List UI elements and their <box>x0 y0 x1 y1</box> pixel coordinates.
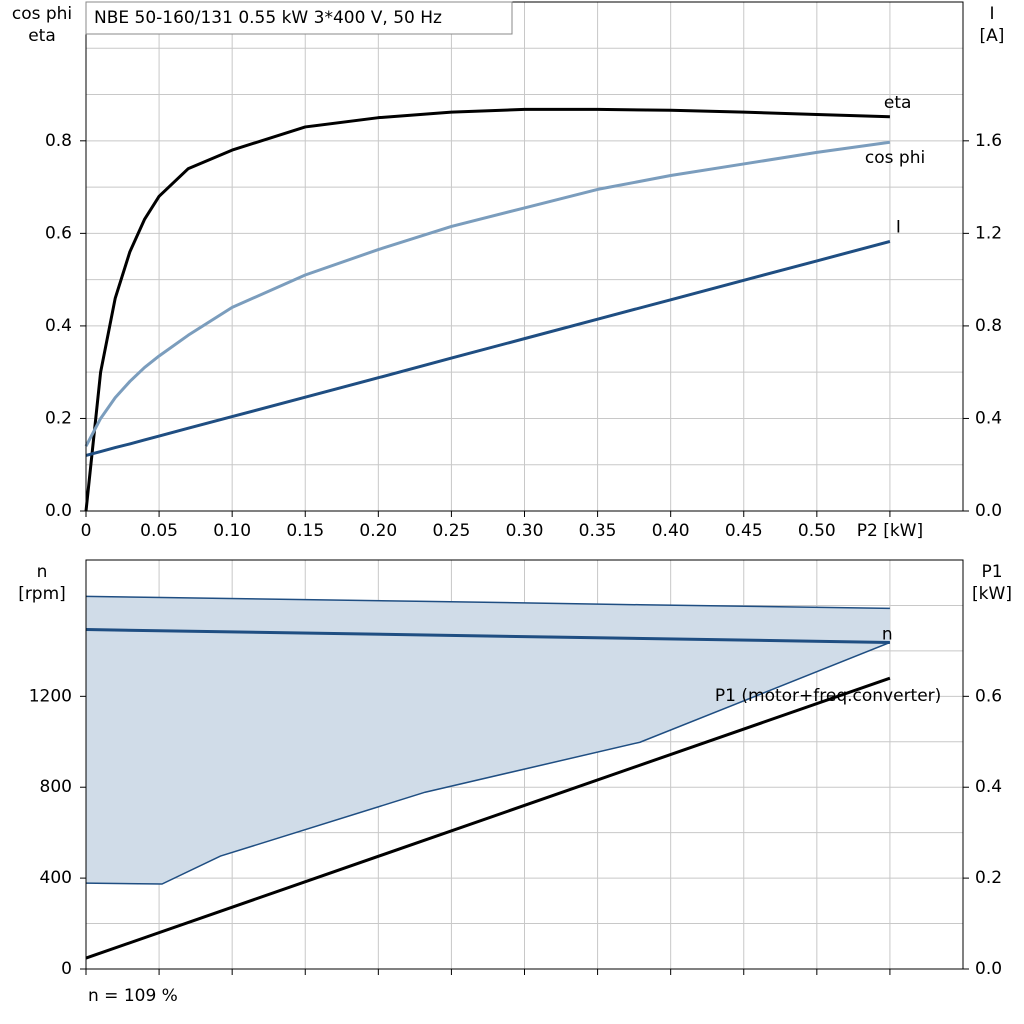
y-tick-label: 0.2 <box>45 408 72 428</box>
y-tick-label: 0.4 <box>45 316 72 336</box>
y-tick-label: 0.6 <box>45 223 72 243</box>
x-tick-label: 0.05 <box>140 521 178 541</box>
y-tick-label: 1200 <box>29 686 72 706</box>
y2-tick-label: 1.6 <box>975 131 1002 151</box>
y-axis-label: eta <box>28 26 56 46</box>
line <box>84 107 890 512</box>
range-upper <box>85 595 890 610</box>
footnote: n = 109 % <box>88 986 178 1006</box>
y2-tick-label: 0.2 <box>975 868 1002 888</box>
y-tick-label: 800 <box>40 777 72 797</box>
x-tick-label: 0.30 <box>506 521 544 541</box>
y-tick-label: 0.0 <box>45 501 72 521</box>
line <box>84 140 891 447</box>
series-label: I <box>896 217 901 237</box>
y2-axis-label: [kW] <box>972 584 1012 604</box>
x-tick-label: 0.40 <box>652 521 690 541</box>
x-tick-label: 0.20 <box>359 521 397 541</box>
y2-tick-label: 0.0 <box>975 501 1002 521</box>
x-tick-label: 0.10 <box>213 521 251 541</box>
y2-tick-label: 1.2 <box>975 223 1002 243</box>
series-label: n <box>882 624 893 644</box>
y-tick-label: 0.8 <box>45 131 72 151</box>
y2-axis-label: I <box>989 4 994 24</box>
y2-tick-label: 0.6 <box>975 686 1002 706</box>
series-label: P1 (motor+freq.converter) <box>715 686 941 706</box>
x-tick-label: 0.25 <box>432 521 470 541</box>
y2-tick-label: 0.8 <box>975 316 1002 336</box>
y-axis-label: cos phi <box>12 4 72 24</box>
series-label: cos phi <box>865 148 925 168</box>
series-label: eta <box>884 93 912 113</box>
y2-axis-label: [A] <box>980 26 1005 46</box>
line <box>85 676 891 960</box>
chart-title: NBE 50-160/131 0.55 kW 3*400 V, 50 Hz <box>94 8 442 28</box>
range-lower <box>85 641 891 885</box>
y-tick-label: 400 <box>40 868 72 888</box>
x-tick-label: 0.15 <box>286 521 324 541</box>
line <box>85 240 891 457</box>
x-tick-label: P2 [kW] <box>857 521 923 541</box>
x-tick-label: 0.35 <box>579 521 617 541</box>
title-box <box>85 1 513 35</box>
y-tick-label: 0 <box>61 959 72 979</box>
y2-tick-label: 0.0 <box>975 959 1002 979</box>
line <box>85 628 890 644</box>
x-tick-label: 0.45 <box>725 521 763 541</box>
range-area <box>86 596 890 885</box>
x-tick-label: 0 <box>81 521 92 541</box>
y2-tick-label: 0.4 <box>975 408 1002 428</box>
y-axis-label: [rpm] <box>18 584 66 604</box>
y2-tick-label: 0.4 <box>975 777 1002 797</box>
y2-axis-label: P1 <box>981 562 1002 582</box>
y-axis-label: n <box>37 562 48 582</box>
x-tick-label: 0.50 <box>798 521 836 541</box>
